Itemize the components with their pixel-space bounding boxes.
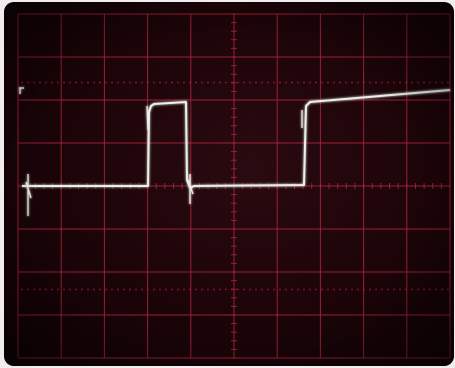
oscilloscope-screen (4, 2, 454, 366)
graticule-and-trace (4, 2, 454, 366)
screen-vignette (4, 2, 454, 366)
